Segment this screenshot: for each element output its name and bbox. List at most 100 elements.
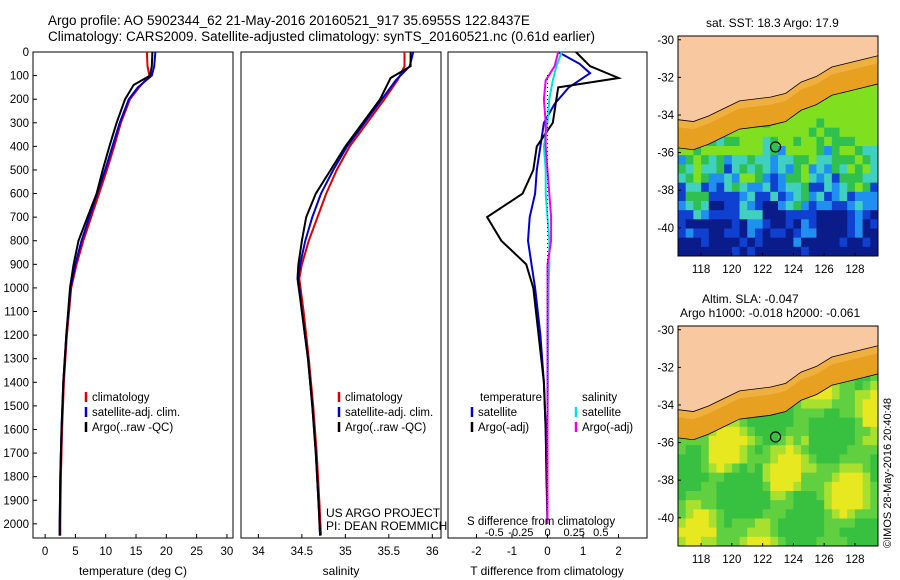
map-cell xyxy=(801,536,810,546)
map-cell xyxy=(839,536,848,546)
map-cell xyxy=(808,127,817,138)
map-cell xyxy=(831,381,841,391)
map-cell xyxy=(754,164,764,174)
map-cell xyxy=(870,381,878,391)
map-cell xyxy=(824,445,833,455)
map-cell xyxy=(793,491,802,501)
map-cell xyxy=(839,246,848,256)
map-cell xyxy=(862,491,871,501)
map-cell xyxy=(854,445,864,455)
map-cell xyxy=(739,136,748,147)
map-cell xyxy=(862,91,871,101)
map-cell xyxy=(724,445,733,455)
map-cell xyxy=(778,246,787,256)
legend-label-satellite-adj-clim: satellite-adj. clim. xyxy=(92,407,180,419)
legend-header-salinity: salinity xyxy=(582,392,617,404)
map-cell xyxy=(701,173,710,184)
map-cell xyxy=(847,100,856,110)
map-cell xyxy=(793,127,802,138)
map-cell xyxy=(701,518,710,529)
map-cell xyxy=(778,491,787,501)
map-cell xyxy=(816,536,825,546)
map-cell xyxy=(831,454,841,464)
map-cell xyxy=(793,509,802,519)
map-cell xyxy=(685,536,694,546)
y-tick-label: 1700 xyxy=(3,448,29,460)
header-line-2: Climatology: CARS2009. Satellite-adjuste… xyxy=(48,29,596,44)
map-cell xyxy=(701,463,710,474)
map-cell xyxy=(785,210,794,220)
map-cell xyxy=(785,118,794,129)
map-cell xyxy=(847,491,856,501)
map-cell xyxy=(778,509,787,519)
map-cell xyxy=(778,219,787,229)
x-tick-label: 0 xyxy=(544,546,550,558)
y-tick-label: 600 xyxy=(10,189,29,201)
map-cell xyxy=(685,518,694,529)
map-cell xyxy=(739,527,748,538)
map-cell xyxy=(731,136,741,147)
map-cell xyxy=(862,228,871,239)
map-cell xyxy=(785,454,794,464)
map-cell xyxy=(847,146,856,156)
map-cell xyxy=(716,454,725,464)
map-cell xyxy=(854,491,864,501)
map-cell xyxy=(685,463,694,474)
map-cell xyxy=(762,481,771,492)
map-cell xyxy=(785,146,794,156)
map-cell xyxy=(724,182,733,193)
map-cell xyxy=(824,527,833,538)
map-cell xyxy=(762,219,771,229)
series-line-climatology xyxy=(59,51,151,536)
map-cell xyxy=(824,136,833,147)
map-cell xyxy=(716,445,725,455)
map-cell xyxy=(708,191,717,202)
map-cell xyxy=(839,509,848,519)
y-tick-label: 200 xyxy=(10,94,29,106)
map-cell xyxy=(724,536,733,546)
map-cell xyxy=(862,246,871,256)
map-cell xyxy=(854,182,864,193)
map-y-tick-label: -38 xyxy=(657,185,674,197)
map-cell xyxy=(824,417,833,428)
map-cell xyxy=(785,509,794,519)
map-cell xyxy=(816,463,825,474)
y-tick-label: 900 xyxy=(10,259,29,271)
map-cell xyxy=(778,127,787,138)
map-cell xyxy=(716,201,725,211)
map-cell xyxy=(693,463,702,474)
map-cell xyxy=(716,237,725,248)
map-cell xyxy=(685,246,694,256)
map-cell xyxy=(739,228,748,239)
map-cell xyxy=(816,228,825,239)
map-cell xyxy=(708,491,717,501)
map-cell xyxy=(724,228,733,239)
map-cell xyxy=(831,155,841,165)
map-cell xyxy=(816,390,825,400)
map-cell xyxy=(831,127,841,138)
t-difference-axis: -2 -1 0 1 2 xyxy=(471,534,622,558)
map-cell xyxy=(839,173,848,184)
temperature-axis-label: temperature (deg C) xyxy=(79,564,187,578)
map-cell xyxy=(854,426,864,437)
map-cell xyxy=(770,491,779,501)
map-cell xyxy=(862,164,871,174)
map-cell xyxy=(716,136,725,147)
map-cell xyxy=(708,472,717,483)
map-cell xyxy=(785,246,794,256)
map-cell xyxy=(847,472,856,483)
map-cell xyxy=(708,237,717,248)
map-cell xyxy=(685,509,694,519)
map-cell xyxy=(847,210,856,220)
map-cell xyxy=(793,118,802,129)
map-cell xyxy=(793,426,802,437)
map-cell xyxy=(824,237,833,248)
map-cell xyxy=(793,445,802,455)
salinity-plot-frame xyxy=(240,51,442,539)
map-cell xyxy=(808,536,817,546)
legend-label-argo-raw-qc: Argo(..raw -QC) xyxy=(92,422,173,434)
map-cell xyxy=(754,201,764,211)
map-cell xyxy=(678,155,687,165)
legend-label-argo-raw-qc: Argo(..raw -QC) xyxy=(345,422,426,434)
map-cell xyxy=(808,426,817,437)
